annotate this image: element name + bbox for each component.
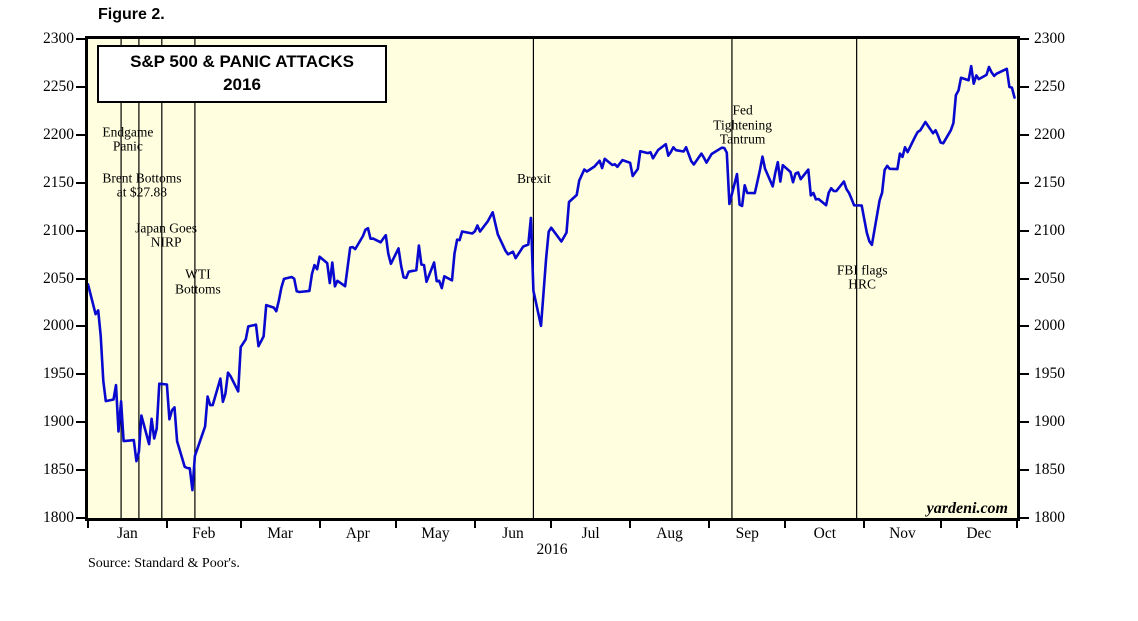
x-axis-tick xyxy=(87,521,89,528)
x-axis-month-label: Dec xyxy=(966,525,992,542)
y-axis-tick-left xyxy=(76,517,85,519)
y-axis-tick-left xyxy=(76,373,85,376)
y-axis-tick-left xyxy=(76,229,85,232)
event-annotation: Brexit xyxy=(516,170,551,186)
x-axis-month-label: Jun xyxy=(502,525,524,542)
event-annotation: Brent Bottoms at $27.88 xyxy=(102,170,182,200)
x-axis-tick xyxy=(708,521,711,528)
event-annotation: Fed Tightening Tantrum xyxy=(713,102,772,147)
y-axis-tick-right xyxy=(1020,421,1029,424)
y-axis-tick-right xyxy=(1020,373,1029,376)
y-axis-tick-left xyxy=(76,469,85,472)
y-axis-label-left: 2300 xyxy=(43,30,74,47)
x-axis-tick xyxy=(550,521,553,528)
x-axis-month-label: Mar xyxy=(267,525,294,542)
y-axis-tick-right xyxy=(1020,469,1029,472)
y-axis-label-right: 2050 xyxy=(1034,269,1065,287)
x-axis-tick xyxy=(1016,521,1018,528)
x-axis-month-label: Nov xyxy=(889,525,916,542)
y-axis-label-left: 2200 xyxy=(43,125,74,143)
y-axis-tick-right xyxy=(1020,38,1029,40)
y-axis-tick-right xyxy=(1020,181,1029,184)
y-axis-tick-left xyxy=(76,133,85,136)
y-axis-label-right: 2100 xyxy=(1034,221,1065,239)
y-axis-label-right: 2200 xyxy=(1034,125,1065,143)
y-axis-label-right: 2300 xyxy=(1034,30,1065,47)
chart-title-box: S&P 500 & PANIC ATTACKS 2016 xyxy=(97,45,387,103)
price-line xyxy=(88,64,1016,492)
y-axis-tick-left xyxy=(76,421,85,424)
x-axis-month-label: Feb xyxy=(192,525,216,542)
x-axis-tick xyxy=(165,521,168,528)
chart-subtitle: 2016 xyxy=(223,75,261,95)
x-axis-tick xyxy=(239,521,242,528)
y-axis-tick-right xyxy=(1020,229,1029,232)
x-axis-month-label: Apr xyxy=(345,525,370,542)
y-axis-label-left: 1950 xyxy=(43,365,74,383)
x-axis-month-label: Aug xyxy=(656,525,683,542)
y-axis-tick-right xyxy=(1020,277,1029,280)
x-axis-tick xyxy=(318,521,321,528)
x-axis-tick xyxy=(939,521,942,528)
x-axis-tick xyxy=(784,521,787,528)
y-axis-tick-right xyxy=(1020,133,1029,136)
y-axis-label-left: 1800 xyxy=(43,509,74,526)
y-axis-label-left: 1900 xyxy=(43,413,74,431)
y-axis-tick-left xyxy=(76,38,85,40)
y-axis-label-left: 2250 xyxy=(43,77,74,95)
source-note: Source: Standard & Poor's. xyxy=(88,556,240,571)
event-annotation: WTI Bottoms xyxy=(175,267,221,297)
y-axis-tick-left xyxy=(76,181,85,184)
x-axis-tick xyxy=(394,521,397,528)
x-axis-year-label: 2016 xyxy=(536,541,568,558)
x-axis-month-label: Jul xyxy=(581,525,600,542)
y-axis-label-right: 2250 xyxy=(1034,77,1065,95)
x-axis-month-label: Jan xyxy=(117,525,138,542)
price-chart-svg xyxy=(88,39,1016,518)
watermark: yardeni.com xyxy=(926,500,1008,517)
y-axis-label-right: 1900 xyxy=(1034,413,1065,431)
y-axis-label-left: 2150 xyxy=(43,173,74,191)
y-axis-label-left: 1850 xyxy=(43,461,74,479)
event-annotation: FBI flags HRC xyxy=(836,262,888,292)
y-axis-tick-left xyxy=(76,85,85,88)
plot-area: S&P 500 & PANIC ATTACKS 2016 Endgame Pan… xyxy=(85,36,1020,521)
y-axis-tick-right xyxy=(1020,85,1029,88)
y-axis-label-right: 1800 xyxy=(1034,509,1065,526)
x-axis-tick xyxy=(863,521,866,528)
y-axis-label-right: 2150 xyxy=(1034,173,1065,191)
y-axis-tick-left xyxy=(76,277,85,280)
figure-label: Figure 2. xyxy=(98,6,165,23)
y-axis-label-right: 1950 xyxy=(1034,365,1065,383)
y-axis-tick-right xyxy=(1020,517,1029,519)
x-axis-month-label: Sep xyxy=(735,525,759,542)
chart-title: S&P 500 & PANIC ATTACKS xyxy=(130,52,354,71)
x-axis-month-label: May xyxy=(421,525,450,542)
y-axis-label-left: 2000 xyxy=(43,317,74,335)
x-axis-tick xyxy=(629,521,632,528)
y-axis-label-left: 2100 xyxy=(43,221,74,239)
x-axis-month-label: Oct xyxy=(813,525,837,542)
x-axis-tick xyxy=(473,521,476,528)
y-axis-label-left: 2050 xyxy=(43,269,74,287)
y-axis-tick-right xyxy=(1020,325,1029,328)
y-axis-label-right: 1850 xyxy=(1034,461,1065,479)
y-axis-tick-left xyxy=(76,325,85,328)
event-annotation: Japan Goes NIRP xyxy=(135,220,198,250)
y-axis-label-right: 2000 xyxy=(1034,317,1065,335)
event-annotation: Endgame Panic xyxy=(102,124,154,154)
